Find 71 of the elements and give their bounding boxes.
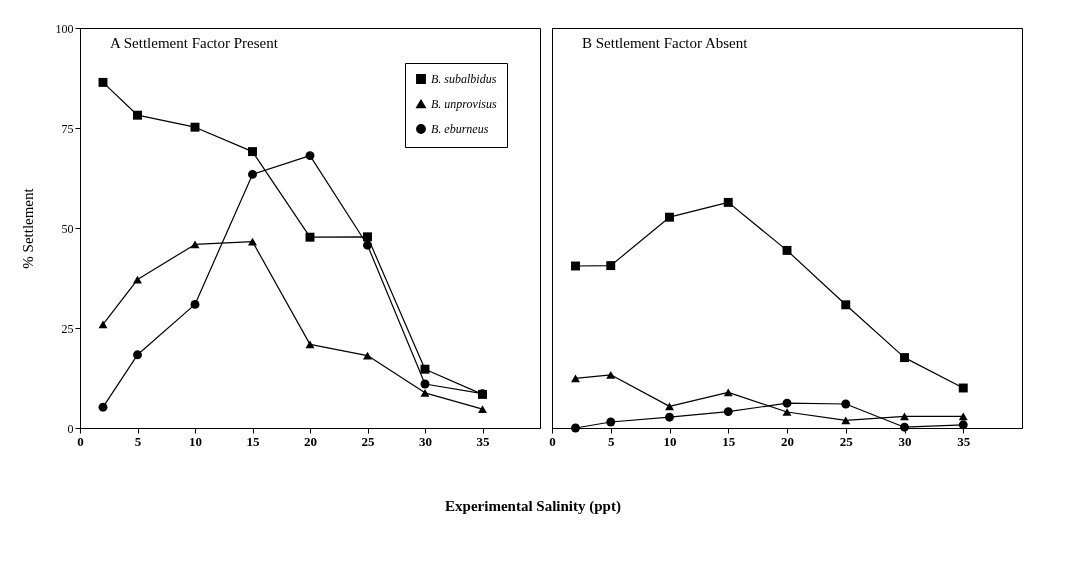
x-tick-label: 10 [663, 433, 677, 449]
y-tick-label: 0 [67, 421, 74, 436]
x-tick-label: 15 [722, 433, 736, 449]
point [900, 412, 909, 421]
y-tick-label: 50 [61, 221, 74, 236]
point [782, 398, 792, 408]
point [665, 212, 674, 222]
point [900, 422, 909, 432]
point [665, 412, 674, 422]
point [571, 423, 580, 433]
x-tick-label: 0 [77, 433, 84, 449]
point [606, 370, 616, 379]
point [958, 383, 968, 393]
x-tick-label: 25 [361, 433, 375, 449]
point [900, 353, 909, 363]
point [190, 299, 200, 309]
point [190, 240, 200, 249]
x-tick-label: 15 [246, 433, 260, 449]
y-axis-title: % Settlement [19, 187, 36, 269]
point [841, 300, 851, 310]
legend-label: B. subalbidus [431, 72, 497, 86]
point [248, 169, 257, 179]
point [571, 374, 580, 383]
point [305, 232, 315, 242]
y-tick-label: 25 [61, 321, 74, 336]
point [478, 405, 487, 414]
point [841, 399, 851, 409]
chart-title: B Settlement Factor Absent [582, 35, 749, 51]
point [782, 408, 792, 416]
point [305, 151, 315, 161]
point [133, 350, 142, 360]
point [571, 261, 580, 271]
point [606, 417, 616, 427]
x-tick-label: 10 [189, 433, 202, 449]
point [420, 379, 430, 389]
point [958, 420, 968, 430]
x-axis-title: Experimental Salinity (ppt) [444, 498, 622, 515]
x-tick-label: 35 [476, 433, 490, 449]
x-tick-label: 5 [608, 433, 615, 449]
x-tick-label: 0 [549, 433, 556, 449]
point [420, 388, 430, 397]
point [363, 232, 372, 242]
point [98, 77, 108, 87]
y-tick-label: 100 [55, 21, 74, 36]
point [248, 147, 257, 157]
legend-label: B. unprovisus [431, 97, 497, 111]
point [133, 110, 142, 120]
point [782, 245, 792, 255]
point [606, 261, 616, 271]
point [190, 122, 200, 132]
x-tick-label: 35 [957, 433, 971, 449]
x-tick-label: 25 [839, 433, 854, 449]
chart-title: A Settlement Factor Present [110, 35, 279, 51]
y-tick-label: 75 [61, 121, 74, 136]
point [98, 402, 108, 412]
point [420, 364, 430, 374]
x-tick-label: 20 [304, 433, 317, 449]
point [723, 388, 733, 397]
legend-label: B. eburneus [431, 122, 489, 136]
point [305, 340, 315, 349]
x-tick-label: 20 [781, 433, 794, 449]
point [723, 197, 733, 207]
point [665, 402, 674, 411]
point [841, 416, 851, 425]
point [723, 407, 733, 417]
point [958, 412, 968, 421]
x-tick-label: 5 [134, 433, 142, 449]
point [98, 320, 108, 329]
x-tick-label: 30 [898, 433, 912, 449]
point [363, 240, 372, 250]
x-tick-label: 30 [419, 433, 432, 449]
